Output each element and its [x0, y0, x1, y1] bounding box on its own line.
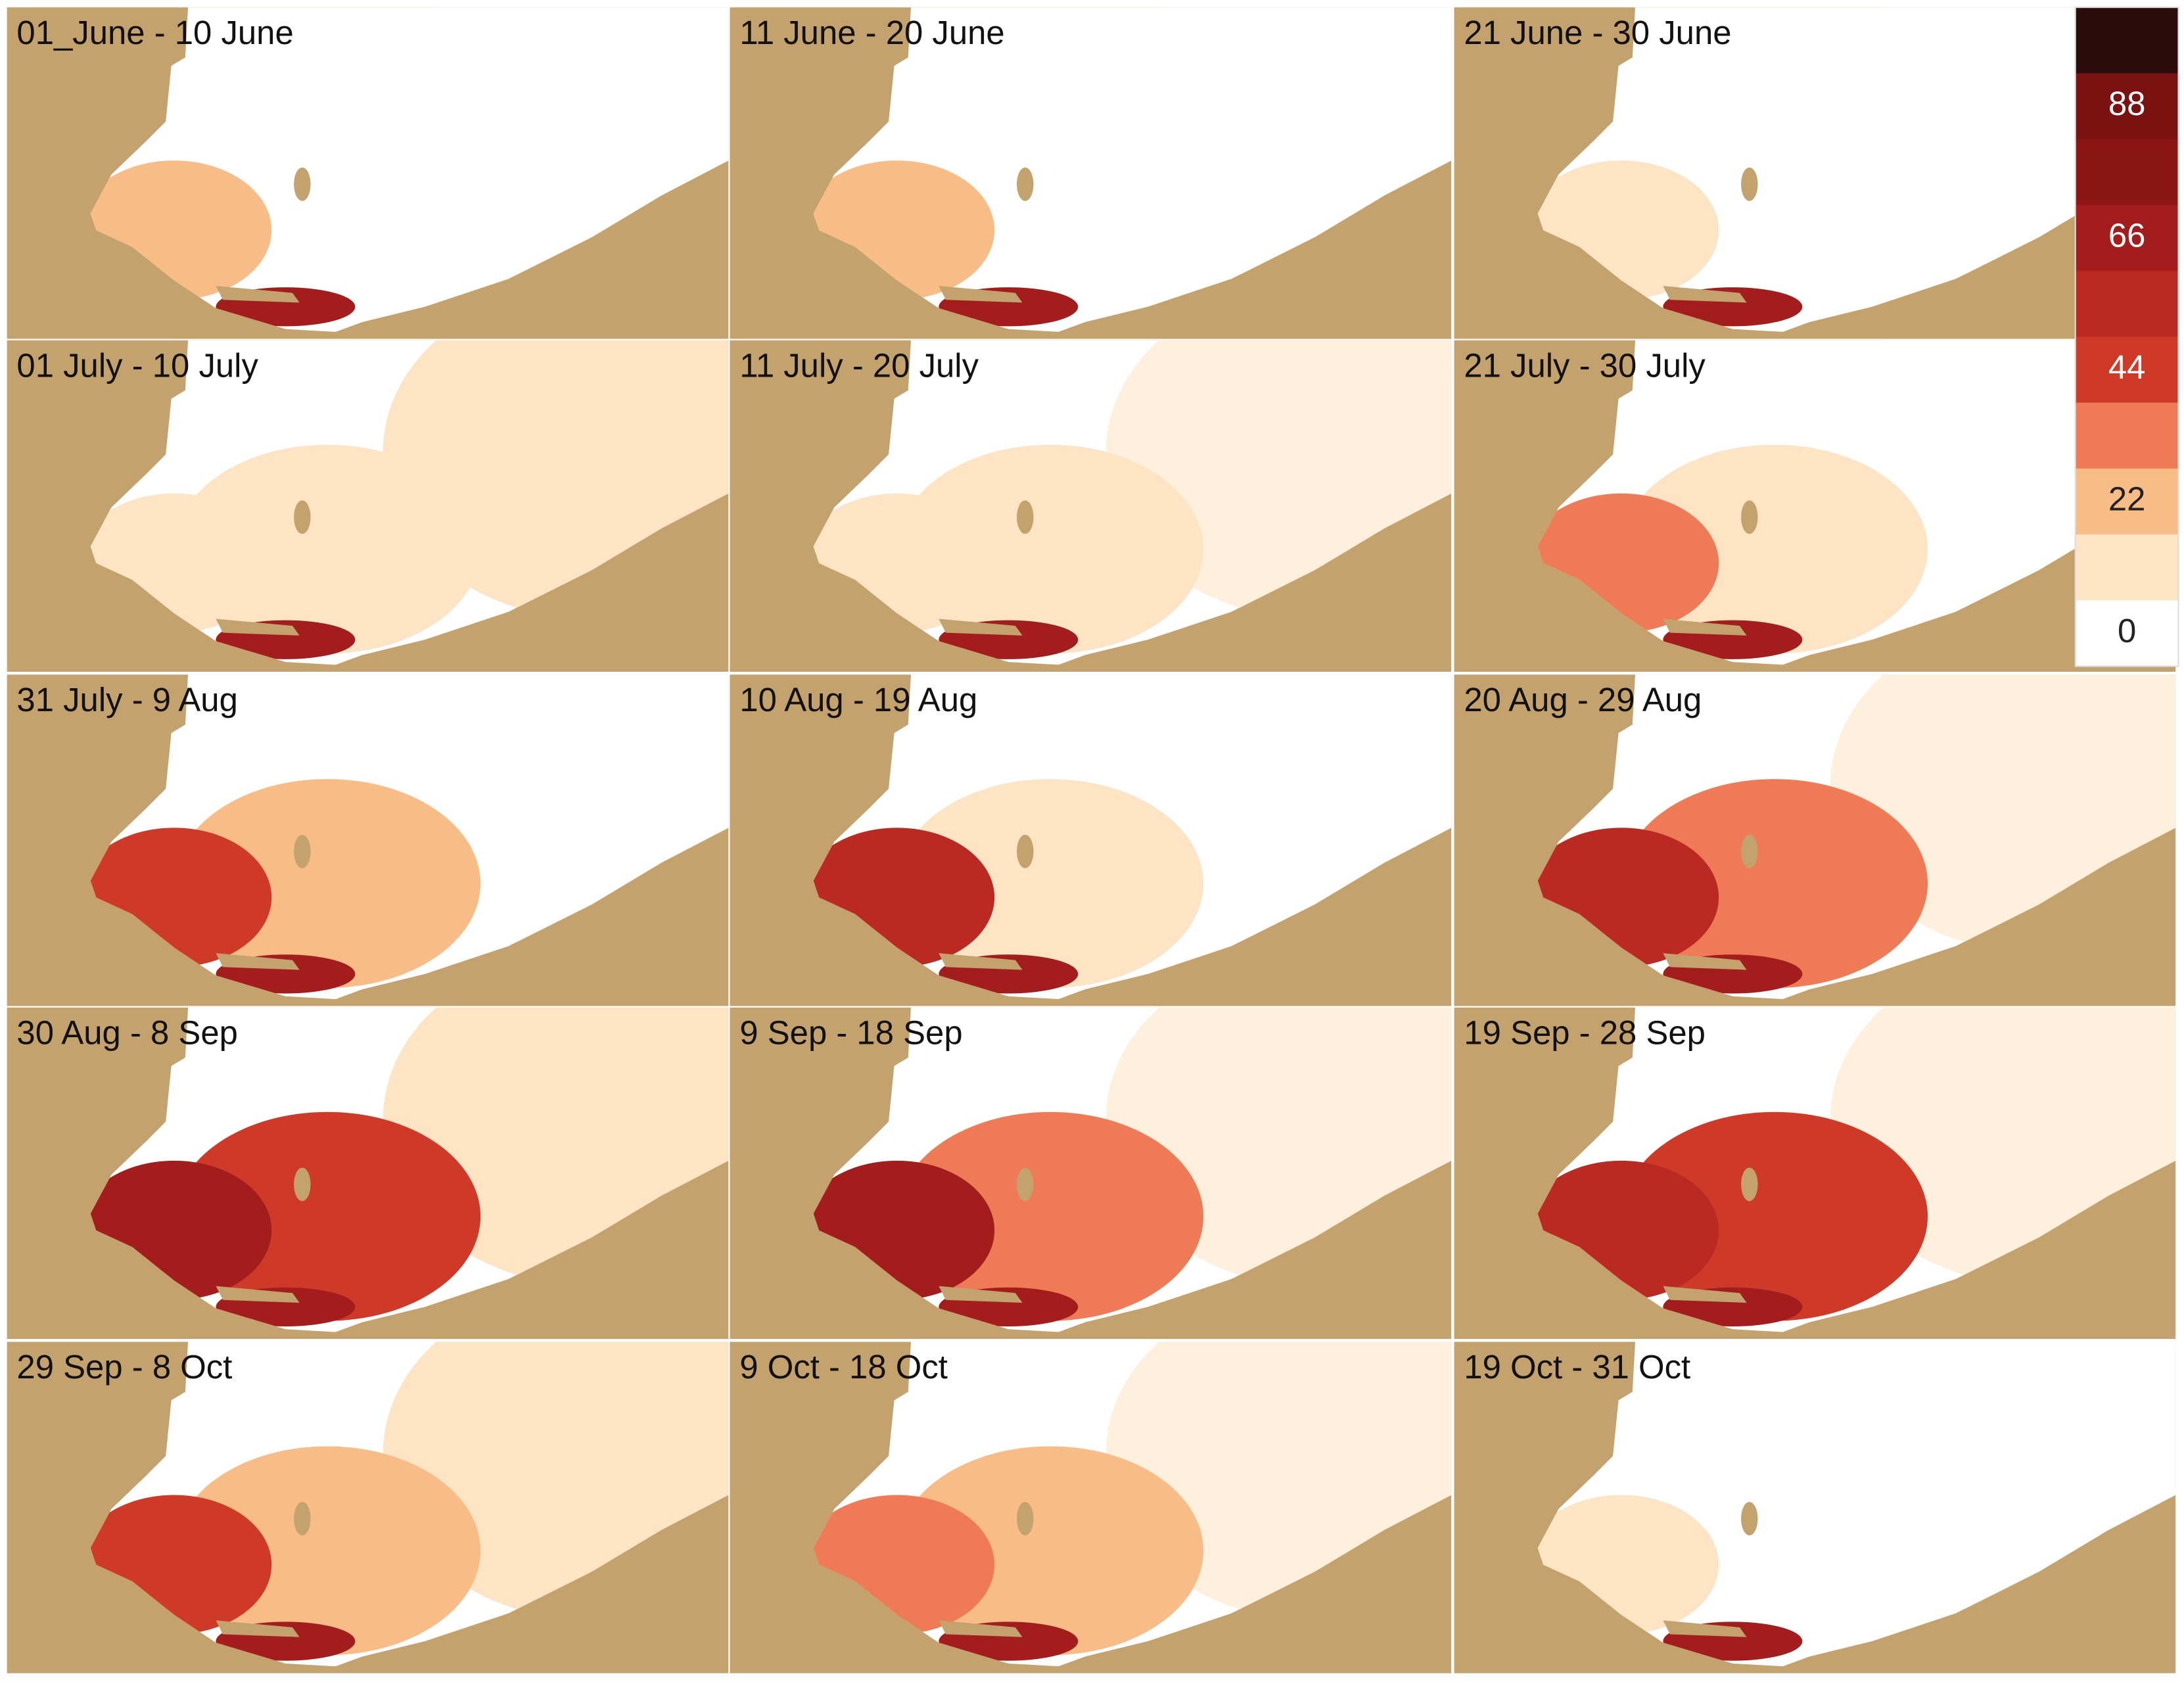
map-panel: 21 July - 30 July: [1454, 340, 2176, 672]
map-frame: [1454, 1342, 2176, 1673]
panel-label: 29 Sep - 8 Oct: [16, 1348, 232, 1386]
map-frame: [1454, 1007, 2176, 1340]
island: [294, 500, 311, 534]
island: [1017, 1502, 1034, 1535]
peninsula: [1663, 619, 1747, 636]
peninsula: [1663, 953, 1747, 970]
panel-label: 20 Aug - 29 Aug: [1464, 681, 1702, 718]
panel-label: 31 July - 9 Aug: [16, 681, 237, 718]
peninsula: [216, 1620, 300, 1637]
map-frame: [730, 7, 1452, 339]
panel-label: 10 Aug - 19 Aug: [739, 681, 977, 718]
map-panel: 30 Aug - 8 Sep: [7, 1007, 729, 1340]
island: [1741, 1502, 1758, 1535]
panel-label: 21 June - 30 June: [1464, 14, 1731, 51]
peninsula: [939, 619, 1023, 636]
map-panel: 19 Sep - 28 Sep: [1454, 1007, 2176, 1340]
map-panel: 11 June - 20 June: [730, 7, 1452, 339]
map-panel: 01 July - 10 July: [7, 340, 729, 672]
colorbar-bin: [2075, 600, 2179, 667]
island: [1017, 167, 1034, 201]
map-panel: 01_June - 10 June: [7, 7, 729, 339]
map-frame: [7, 1342, 729, 1673]
map-frame: [7, 7, 729, 339]
island: [1017, 1167, 1034, 1202]
island: [1741, 834, 1758, 868]
map-panel: 19 Oct - 31 Oct: [1454, 1342, 2176, 1673]
colorbar-bin: [2075, 139, 2179, 206]
panel-label: 9 Oct - 18 Oct: [739, 1348, 948, 1386]
panel-label: 11 June - 20 June: [739, 14, 1004, 51]
map-panel: 20 Aug - 29 Aug: [1454, 674, 2176, 1006]
island: [294, 1167, 311, 1202]
map-frame: [7, 1007, 729, 1340]
island: [1741, 500, 1758, 534]
peninsula: [1663, 1620, 1747, 1637]
map-panel: 10 Aug - 19 Aug: [730, 674, 1452, 1006]
map-panel: 31 July - 9 Aug: [7, 674, 729, 1006]
panel-label: 01_June - 10 June: [16, 14, 293, 51]
peninsula: [216, 1286, 300, 1303]
map-frame: [1454, 340, 2176, 672]
island: [1741, 167, 1758, 201]
map-frame: [7, 674, 729, 1006]
map-frame: [730, 674, 1452, 1006]
colorbar-label: 44: [2108, 348, 2146, 386]
peninsula: [216, 285, 300, 303]
map-panel: 9 Sep - 18 Sep: [730, 1007, 1452, 1340]
colorbar-label: 22: [2108, 480, 2146, 517]
peninsula: [1663, 285, 1747, 303]
map-panel: 21 June - 30 June: [1454, 7, 2176, 339]
island: [294, 167, 311, 201]
colorbar-bin: [2075, 271, 2179, 338]
panel-label: 01 July - 10 July: [16, 346, 258, 384]
peninsula: [939, 953, 1023, 970]
island: [1741, 1167, 1758, 1202]
peninsula: [1663, 1286, 1747, 1303]
island: [294, 834, 311, 868]
peninsula: [216, 619, 300, 636]
peninsula: [216, 953, 300, 970]
colorbar-bin: [2075, 7, 2179, 74]
panel-label: 30 Aug - 8 Sep: [16, 1014, 237, 1052]
panel-label: 19 Oct - 31 Oct: [1464, 1348, 1690, 1386]
colorbar: 88 66 44 22 0: [2074, 7, 2179, 667]
colorbar-frame: [2074, 7, 2179, 667]
island: [294, 1502, 311, 1535]
peninsula: [939, 285, 1023, 303]
colorbar-label: 0: [2118, 612, 2136, 649]
panel-label: 11 July - 20 July: [739, 346, 979, 384]
map-frame: [730, 1007, 1452, 1340]
panel-label: 19 Sep - 28 Sep: [1464, 1014, 1706, 1052]
colorbar-bin: [2075, 73, 2179, 140]
colorbar-bin: [2075, 204, 2179, 272]
colorbar-bin: [2075, 337, 2179, 404]
panel-label: 9 Sep - 18 Sep: [739, 1014, 962, 1052]
map-panel: 29 Sep - 8 Oct: [7, 1342, 729, 1673]
colorbar-bin: [2075, 534, 2179, 601]
lake: [90, 1007, 729, 1332]
colorbar-label: 66: [2108, 216, 2146, 254]
map-panel: 9 Oct - 18 Oct: [730, 1342, 1452, 1673]
island: [1017, 500, 1034, 534]
map-frame: [7, 340, 729, 672]
map-frame: [1454, 674, 2176, 1006]
panel-label: 21 July - 30 July: [1464, 346, 1706, 384]
map-panel: 11 July - 20 July: [730, 340, 1452, 672]
colorbar-bin: [2075, 468, 2179, 536]
colorbar-bin: [2075, 402, 2179, 469]
peninsula: [939, 1286, 1023, 1303]
peninsula: [939, 1620, 1023, 1637]
colorbar-label: 88: [2108, 85, 2146, 122]
map-frame: [730, 340, 1452, 672]
island: [1017, 834, 1034, 868]
map-frame: [730, 1342, 1452, 1673]
